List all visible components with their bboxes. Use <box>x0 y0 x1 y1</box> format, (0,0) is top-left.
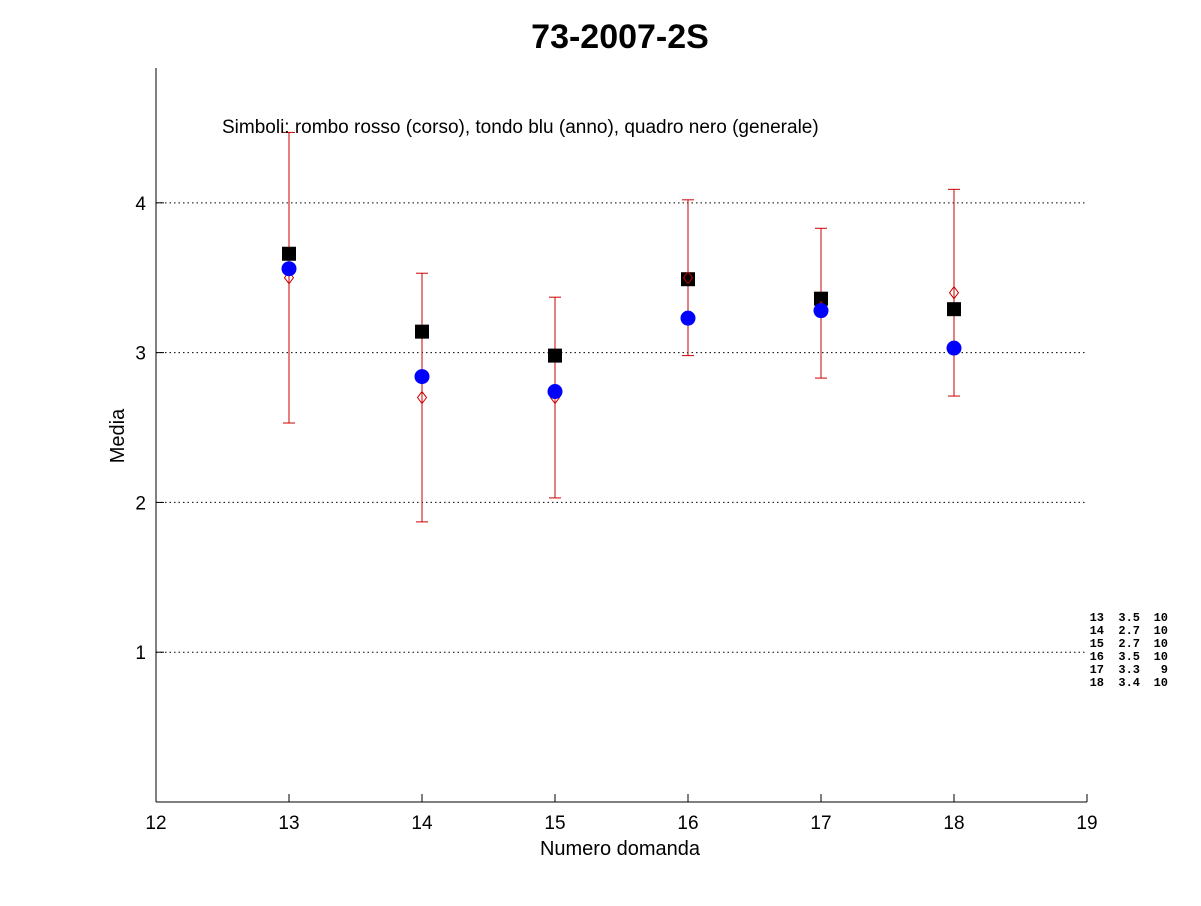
x-axis-label: Numero domanda <box>540 838 701 860</box>
side-table-cell-4-2: 9 <box>1161 663 1168 677</box>
marker-generale-15 <box>548 348 562 363</box>
marker-corso-13 <box>283 270 295 285</box>
side-table-cell-4-1: 3.3 <box>1118 663 1140 677</box>
side-table-cell-0-1: 3.5 <box>1118 611 1140 625</box>
marker-anno-13 <box>281 261 297 277</box>
x-tick-label-16: 16 <box>677 813 698 834</box>
y-tick-label-3: 3 <box>135 344 146 365</box>
side-table-cell-5-1: 3.4 <box>1118 676 1140 690</box>
marker-generale-17 <box>814 291 828 306</box>
side-table-cell-2-2: 10 <box>1154 637 1168 651</box>
marker-generale-14 <box>415 324 429 339</box>
y-tick-label-4: 4 <box>135 194 146 215</box>
x-tick-label-13: 13 <box>278 813 299 834</box>
x-tick-label-15: 15 <box>544 813 565 834</box>
marker-corso-16 <box>682 270 694 285</box>
marker-corso-14 <box>416 390 428 405</box>
side-table-cell-2-0: 15 <box>1090 637 1104 651</box>
side-table-cell-3-0: 16 <box>1090 650 1104 664</box>
side-table-cell-1-0: 14 <box>1090 624 1104 638</box>
side-table-cell-4-0: 17 <box>1090 663 1104 677</box>
marker-generale-18 <box>947 302 961 317</box>
side-table-cell-0-0: 13 <box>1090 611 1104 625</box>
y-tick-label-2: 2 <box>135 493 146 514</box>
chart-annotation: Simboli: rombo rosso (corso), tondo blu … <box>222 117 819 138</box>
side-table-cell-1-2: 10 <box>1154 624 1168 638</box>
marker-anno-16 <box>680 310 696 326</box>
marker-layer <box>281 246 962 405</box>
side-table-cell-5-0: 18 <box>1090 676 1104 690</box>
errorbar-layer <box>283 131 960 523</box>
x-tick-label-12: 12 <box>145 813 166 834</box>
side-table-cell-1-1: 2.7 <box>1118 624 1140 638</box>
y-tick-label-1: 1 <box>135 643 146 664</box>
marker-generale-13 <box>282 246 296 261</box>
x-tick-label-17: 17 <box>810 813 831 834</box>
y-axis-label: Media <box>107 408 129 463</box>
x-tick-label-19: 19 <box>1076 813 1097 834</box>
marker-corso-18 <box>948 285 960 300</box>
marker-anno-14 <box>414 369 430 385</box>
x-tick-label-14: 14 <box>411 813 433 834</box>
side-table-cell-2-1: 2.7 <box>1118 637 1140 651</box>
side-table-cell-3-2: 10 <box>1154 650 1168 664</box>
chart-title: 73-2007-2S <box>531 18 709 56</box>
side-table: 13 3.5 10 14 2.7 10 15 2.7 10 16 3.5 10 17 3.3 9 18 3.4 1… <box>1090 611 1168 690</box>
side-table-cell-5-2: 10 <box>1154 676 1168 690</box>
marker-anno-15 <box>547 384 563 400</box>
side-table-cell-3-1: 3.5 <box>1118 650 1140 664</box>
marker-anno-18 <box>946 340 962 356</box>
marker-anno-17 <box>813 303 829 319</box>
side-table-cell-0-2: 10 <box>1154 611 1168 625</box>
x-tick-label-18: 18 <box>943 813 964 834</box>
